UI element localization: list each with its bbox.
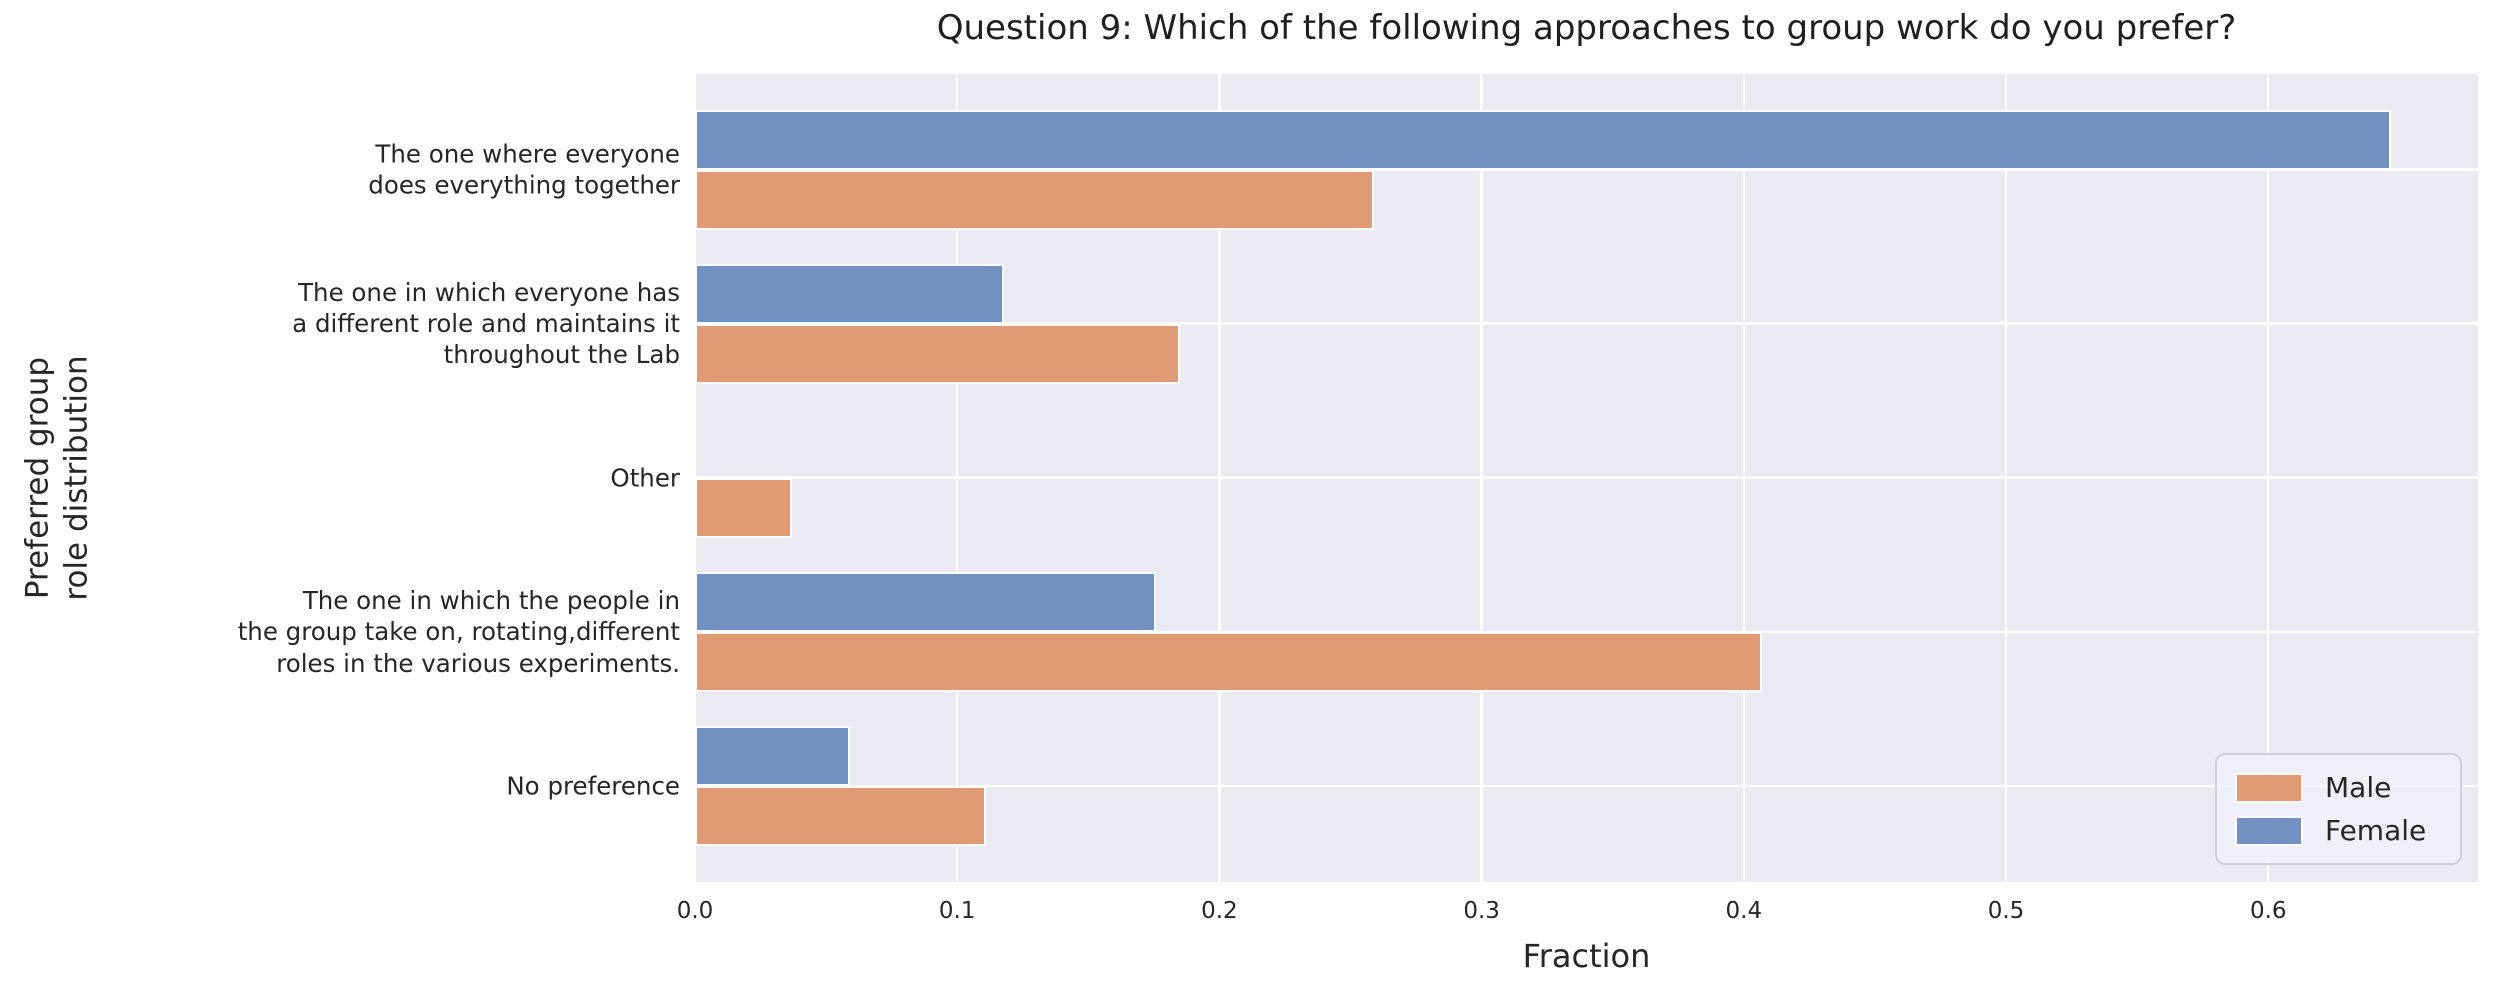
category-label: Other: [610, 463, 680, 493]
bar-male-row2: [695, 323, 1181, 384]
bar-female-row2: [695, 263, 1005, 324]
bar-female-row4: [695, 571, 1157, 632]
bar-male-row1: [695, 169, 1375, 230]
bar-male-row3: [695, 477, 793, 538]
x-axis-label: Fraction: [1522, 937, 1651, 975]
bar-female-row5: [695, 725, 850, 786]
x-tick-label: 0.5: [1987, 898, 2025, 924]
category-label: The one in which the people in the group…: [237, 585, 680, 678]
bar-male-row4: [695, 631, 1763, 692]
legend-item-female: Female: [2235, 814, 2442, 847]
x-tick-label: 0.2: [1201, 898, 1238, 924]
x-tick-label: 0.1: [938, 898, 976, 924]
legend-label-male: Male: [2325, 771, 2392, 804]
gridline-horizontal: [695, 168, 2478, 171]
category-label: No preference: [506, 771, 680, 801]
gridline-horizontal: [695, 784, 2478, 788]
female-color-swatch: [2235, 815, 2303, 846]
category-label: The one where everyone does everything t…: [368, 139, 680, 200]
category-label: The one in which everyone has a differen…: [292, 277, 680, 370]
bar-male-row5: [695, 785, 987, 846]
legend-item-male: Male: [2235, 771, 2442, 804]
legend-label-female: Female: [2325, 814, 2427, 847]
male-color-swatch: [2235, 772, 2303, 803]
gridline-horizontal: [695, 476, 2478, 479]
x-tick-label: 0.4: [1725, 898, 1763, 924]
legend: Male Female: [2215, 753, 2462, 865]
chart-title: Question 9: Which of the following appro…: [936, 8, 2237, 48]
x-tick-label: 0.3: [1463, 898, 1500, 924]
x-tick-label: 0.0: [676, 898, 714, 924]
x-tick-label: 0.6: [2249, 898, 2287, 924]
gridline-horizontal: [695, 322, 2478, 325]
plot-area: [693, 74, 2478, 882]
bar-female-row1: [695, 109, 2392, 170]
